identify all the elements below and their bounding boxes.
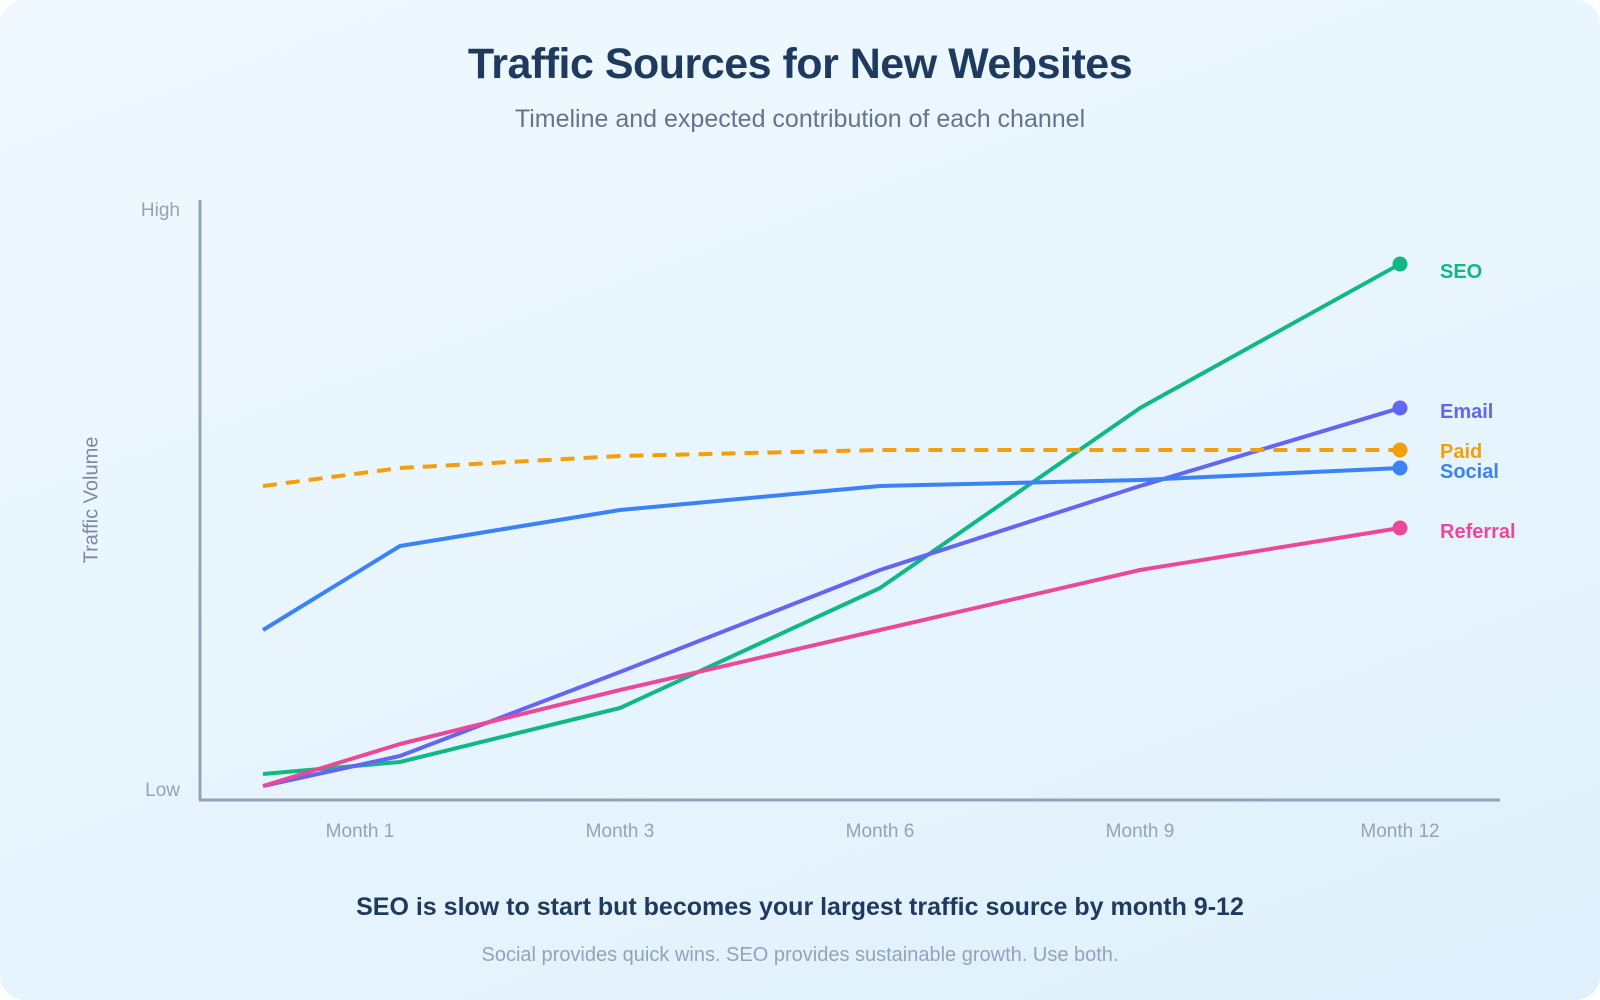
line-email xyxy=(262,406,1401,788)
chart-subtitle: Timeline and expected contribution of ea… xyxy=(514,105,1086,133)
series-paid xyxy=(262,442,1408,488)
axes xyxy=(198,200,1500,802)
series-label-seo: SEO xyxy=(1440,261,1483,283)
line-social xyxy=(261,466,1401,632)
x-tick-month-1: Month 1 xyxy=(325,821,395,842)
series-social xyxy=(261,460,1408,632)
takeaway-note: Social provides quick wins. SEO provides… xyxy=(481,944,1119,966)
series-label-email: Email xyxy=(1440,401,1494,423)
series-email xyxy=(262,400,1408,788)
endpoint-dot-social xyxy=(1392,460,1408,476)
line-seo xyxy=(262,262,1401,776)
y-tick-high: High xyxy=(140,200,180,221)
line-referral xyxy=(262,526,1401,788)
series-label-referral: Referral xyxy=(1440,521,1516,543)
series-referral xyxy=(262,520,1408,788)
series-seo xyxy=(262,256,1408,776)
series-layer xyxy=(261,256,1408,788)
chart-title: Traffic Sources for New Websites xyxy=(467,40,1133,88)
y-tick-low: Low xyxy=(145,780,180,801)
series-label-social: Social xyxy=(1440,461,1499,483)
endpoint-dot-seo xyxy=(1392,256,1408,272)
series-label-paid: Paid xyxy=(1440,441,1483,463)
endpoint-dot-referral xyxy=(1392,520,1408,536)
x-tick-month-12: Month 12 xyxy=(1360,821,1440,842)
endpoint-dot-paid xyxy=(1392,442,1408,458)
takeaway-headline: SEO is slow to start but becomes your la… xyxy=(356,893,1244,921)
line-paid xyxy=(262,448,1400,488)
x-tick-month-6: Month 6 xyxy=(845,821,915,842)
x-tick-month-3: Month 3 xyxy=(585,821,655,842)
x-tick-month-9: Month 9 xyxy=(1105,821,1175,842)
endpoint-dot-email xyxy=(1392,400,1408,416)
